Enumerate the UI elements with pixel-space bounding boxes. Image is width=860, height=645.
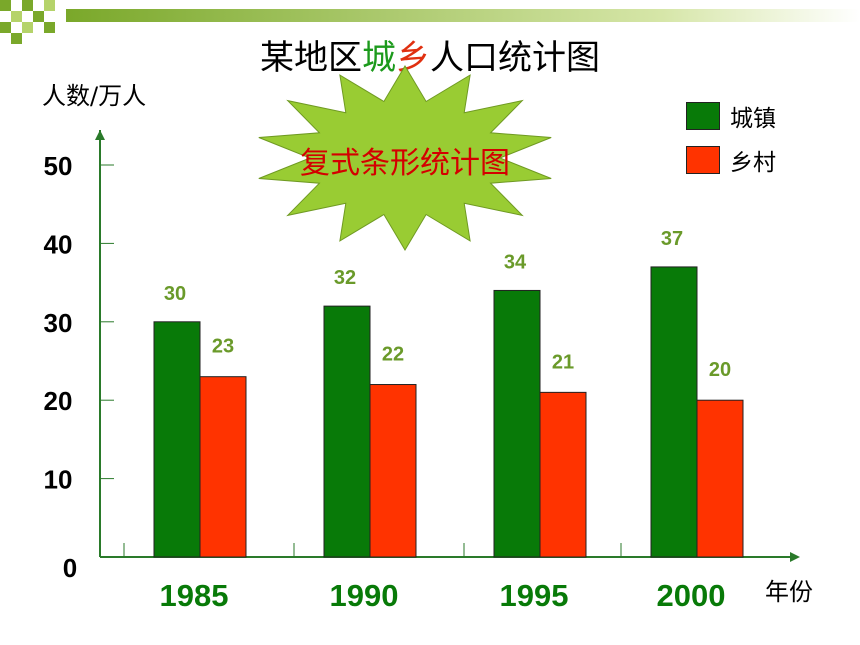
header-square xyxy=(11,33,22,44)
y-tick-label: 40 xyxy=(44,229,73,259)
chart-title: 某地区城乡人口统计图 xyxy=(0,30,860,79)
data-label: 30 xyxy=(164,283,186,305)
data-label: 22 xyxy=(382,344,404,366)
data-label: 34 xyxy=(504,251,527,273)
legend-label-rural: 乡村 xyxy=(730,150,776,176)
legend-item-rural: 乡村 xyxy=(686,142,776,178)
header-square xyxy=(44,0,55,11)
header-square xyxy=(0,0,11,11)
data-label: 21 xyxy=(552,351,574,373)
data-label: 23 xyxy=(212,336,234,358)
y-axis-label: 人数/万人 xyxy=(42,82,147,110)
bar xyxy=(153,321,201,558)
bar xyxy=(650,266,698,558)
bar xyxy=(493,289,541,558)
title-part-4: 人口统计图 xyxy=(430,38,600,78)
data-label: 20 xyxy=(709,359,731,381)
y-tick-label: 20 xyxy=(44,386,73,416)
legend: 城镇 乡村 xyxy=(686,98,776,186)
header-square xyxy=(44,22,55,33)
y-tick-label: 0 xyxy=(63,553,77,583)
header-square xyxy=(22,0,33,11)
title-part-1: 某地区 xyxy=(260,38,362,78)
legend-item-urban: 城镇 xyxy=(686,98,776,134)
bar xyxy=(323,305,371,558)
bar xyxy=(199,376,247,558)
x-tick-label: 1990 xyxy=(330,578,399,613)
badge-starburst xyxy=(258,65,552,251)
title-part-cheng: 城 xyxy=(362,38,396,78)
legend-swatch-rural xyxy=(686,146,720,174)
x-tick-label: 1995 xyxy=(500,578,569,613)
y-tick-label: 30 xyxy=(44,308,73,338)
bar xyxy=(369,384,417,558)
header-square xyxy=(22,22,33,33)
header-square xyxy=(0,22,11,33)
x-axis-arrow xyxy=(790,552,800,562)
data-label: 37 xyxy=(661,228,683,250)
badge-label: 复式条形统计图 xyxy=(300,146,510,181)
y-tick-label: 50 xyxy=(44,151,73,181)
data-label: 32 xyxy=(334,267,356,289)
y-axis-arrow xyxy=(95,130,105,140)
bar xyxy=(539,391,587,558)
x-axis-label: 年份 xyxy=(765,578,813,606)
header-square xyxy=(33,11,44,22)
x-tick-label: 2000 xyxy=(657,578,726,613)
x-tick-label: 1985 xyxy=(160,578,229,613)
header-band xyxy=(66,9,860,22)
y-tick-label: 10 xyxy=(44,465,73,495)
legend-swatch-urban xyxy=(686,102,720,130)
legend-label-urban: 城镇 xyxy=(730,106,776,132)
bar xyxy=(696,399,744,558)
header-square xyxy=(11,11,22,22)
